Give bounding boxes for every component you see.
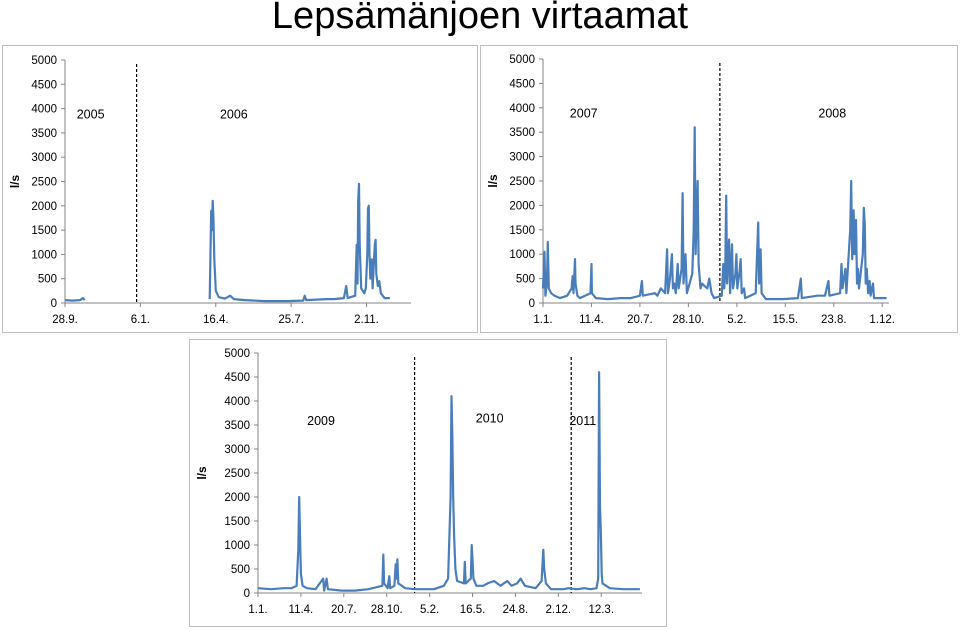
period-label: 2010 [476, 412, 504, 426]
flow-series-line [208, 182, 390, 303]
period-label: 2005 [77, 107, 105, 121]
y-tick-label: 3500 [31, 128, 57, 140]
y-tick-label: 1500 [224, 516, 250, 528]
x-tick-label: 20.7. [331, 604, 357, 616]
x-tick-label: 11.4. [579, 314, 604, 326]
chart-2009-2011: 0 500 1000 1500 2000 2500 3000 3500 4000 4500 5000… [195, 348, 642, 616]
y-tick-label: 1000 [509, 249, 535, 261]
y-tick-label: 3000 [31, 152, 57, 164]
x-tick-label: 16.5. [460, 604, 486, 616]
y-tick-label: 0 [244, 588, 250, 600]
x-tick-label: 28.9. [52, 314, 78, 326]
x-tick-label: 1.1. [248, 604, 267, 616]
y-tick-label: 3500 [509, 127, 535, 139]
period-label: 2007 [570, 107, 598, 121]
page-title: Lepsämänjoen virtaamat [271, 0, 689, 37]
y-tick-label: 1500 [509, 225, 535, 237]
y-tick-label: 3000 [509, 152, 535, 164]
x-tick-label: 5.2. [420, 604, 439, 616]
period-label: 2006 [220, 107, 248, 121]
y-tick-label: 2000 [224, 492, 250, 504]
x-tick-label: 15.5. [773, 314, 799, 326]
y-tick-label: 0 [529, 298, 535, 310]
chart-panel-2005-2006: 0 500 1000 1500 2000 2500 3000 3500 4000 4500 5000… [2, 45, 478, 333]
y-tick-label: 4000 [509, 103, 535, 115]
chart-panel-2009-2011: 0 500 1000 1500 2000 2500 3000 3500 4000 4500 5000… [189, 339, 667, 627]
y-tick-label: 5000 [509, 54, 535, 66]
y-tick-label: 4500 [224, 372, 250, 384]
x-tick-label: 23.8. [821, 314, 847, 326]
period-label: 2011 [569, 414, 596, 428]
y-tick-label: 2500 [224, 468, 250, 480]
y-tick-label: 500 [516, 274, 535, 286]
x-tick-label: 1.1. [533, 314, 552, 326]
x-tick-label: 1.12. [869, 314, 895, 326]
y-tick-label: 2500 [509, 176, 535, 188]
y-axis-label: l/s [486, 174, 500, 188]
x-tick-label: 25.7. [278, 314, 304, 326]
y-tick-label: 4500 [509, 78, 535, 90]
y-tick-label: 2000 [509, 200, 535, 212]
x-tick-label: 16.4. [203, 314, 229, 326]
y-tick-label: 2500 [31, 177, 57, 189]
y-tick-label: 5000 [31, 55, 57, 67]
y-tick-label: 4500 [31, 79, 57, 91]
y-tick-label: 1500 [31, 225, 57, 237]
y-tick-label: 2000 [31, 201, 57, 213]
y-tick-label: 3000 [224, 444, 250, 456]
chart-2007-2008: 0 500 1000 1500 2000 2500 3000 3500 4000 4500 5000… [486, 54, 895, 326]
y-tick-label: 3500 [224, 420, 250, 432]
x-tick-label: 24.8. [503, 604, 529, 616]
period-label: 2008 [818, 107, 846, 121]
x-tick-label: 20.7. [627, 314, 653, 326]
y-tick-label: 500 [38, 274, 57, 286]
y-tick-label: 5000 [224, 348, 250, 360]
period-label: 2009 [307, 414, 335, 428]
y-tick-label: 1000 [31, 249, 57, 261]
y-tick-label: 500 [231, 564, 250, 576]
x-tick-label: 12.3. [588, 604, 614, 616]
x-tick-label: 2.11. [354, 314, 379, 326]
x-tick-label: 5.2. [727, 314, 746, 326]
x-tick-label: 28.10. [371, 604, 403, 616]
x-tick-label: 11.4. [289, 604, 314, 616]
y-axis-label: l/s [195, 466, 209, 480]
y-axis-label: l/s [8, 175, 22, 189]
y-tick-label: 1000 [224, 540, 250, 552]
y-tick-label: 4000 [224, 396, 250, 408]
flow-series-line [64, 297, 86, 302]
chart-panel-2007-2008: 0 500 1000 1500 2000 2500 3000 3500 4000 4500 5000… [480, 45, 958, 333]
flow-series-line [541, 126, 887, 301]
x-tick-label: 28.10. [672, 314, 704, 326]
y-tick-label: 0 [51, 298, 57, 310]
x-tick-label: 6.1. [131, 314, 150, 326]
x-tick-label: 2.12. [546, 604, 572, 616]
flow-series-line [257, 371, 640, 592]
chart-2005-2006: 0 500 1000 1500 2000 2500 3000 3500 4000 4500 5000… [8, 55, 411, 326]
y-tick-label: 4000 [31, 104, 57, 116]
